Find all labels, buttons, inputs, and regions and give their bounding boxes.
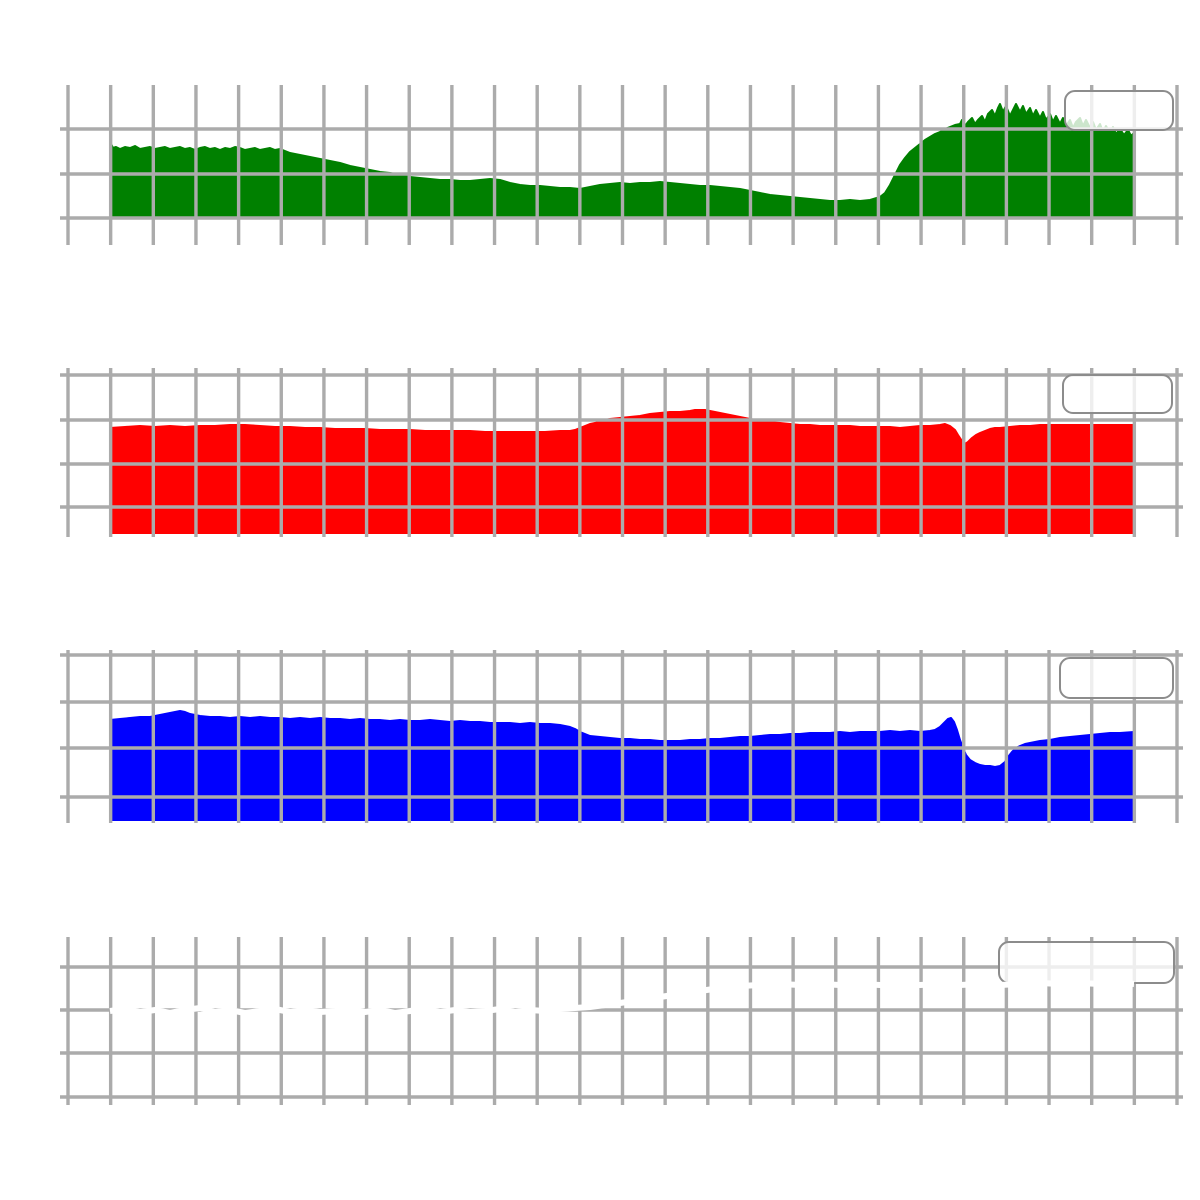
legend-box-red-series (1062, 374, 1173, 414)
grid-blue-series (60, 650, 1183, 823)
legend-box-blue-series (1059, 657, 1174, 699)
chart-panel-green-series (60, 85, 1183, 245)
legend-box-white-series (998, 941, 1175, 984)
white-series-line (109, 980, 1135, 1016)
legend-box-green-series (1064, 90, 1174, 131)
grid-red-series (60, 368, 1183, 537)
chart-panel-blue-series (60, 650, 1183, 823)
grid-green-series (60, 85, 1183, 245)
chart-panel-red-series (60, 368, 1183, 537)
chart-panel-white-series (60, 937, 1183, 1105)
